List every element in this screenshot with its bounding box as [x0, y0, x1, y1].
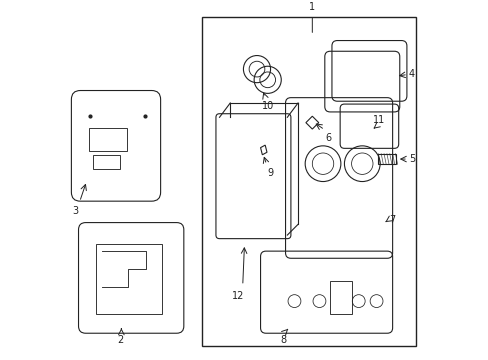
Text: 3: 3 [72, 206, 78, 216]
Text: 2: 2 [117, 335, 123, 345]
Text: 8: 8 [280, 335, 286, 345]
Text: 11: 11 [372, 115, 385, 125]
Text: 12: 12 [231, 291, 244, 301]
Text: 1: 1 [308, 2, 315, 12]
Text: 9: 9 [266, 168, 273, 178]
Text: 6: 6 [325, 133, 331, 143]
Bar [201, 17, 415, 346]
Text: 5: 5 [408, 154, 414, 164]
Text: 7: 7 [388, 215, 394, 225]
Text: 4: 4 [408, 69, 414, 80]
Bar [89, 128, 126, 151]
Text: 10: 10 [261, 101, 273, 111]
Bar [93, 156, 120, 169]
Bar [96, 244, 162, 314]
